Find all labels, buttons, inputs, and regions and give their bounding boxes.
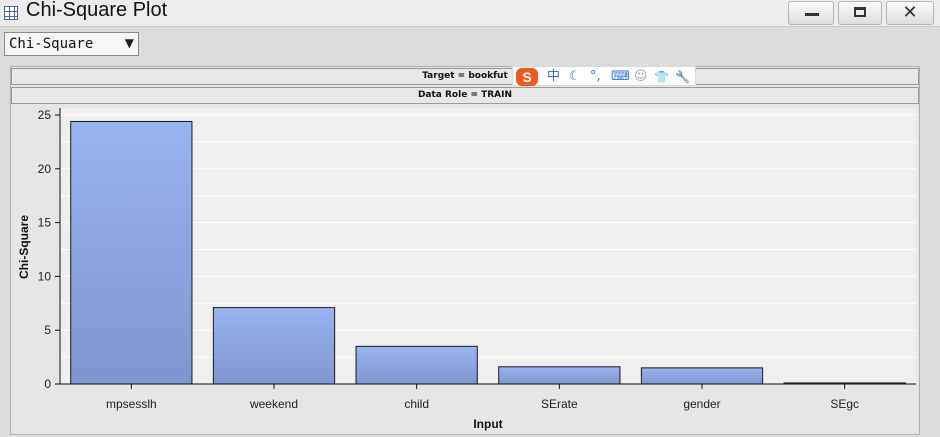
data-role-strip: Data Role = TRAIN bbox=[11, 87, 919, 104]
statistic-select-value: Chi-Square bbox=[9, 36, 94, 52]
ime-logo-icon[interactable]: S bbox=[516, 68, 538, 86]
bar-child[interactable] bbox=[355, 345, 478, 385]
half-width-icon[interactable]: ☾ bbox=[569, 69, 581, 84]
bar-mpsesslh[interactable] bbox=[70, 120, 193, 385]
x-tick-label: mpsesslh bbox=[106, 397, 157, 411]
wrench-icon[interactable]: 🔧 bbox=[675, 70, 690, 84]
minimize-button[interactable] bbox=[788, 1, 834, 25]
maximize-button[interactable] bbox=[838, 1, 882, 25]
y-tick-label: 0 bbox=[44, 377, 51, 391]
y-tick-label: 20 bbox=[38, 162, 52, 176]
title-bar: Chi-Square Plot ✕ bbox=[0, 0, 940, 27]
x-tick-label: child bbox=[404, 397, 429, 411]
bar-serate[interactable] bbox=[498, 366, 621, 385]
close-button[interactable]: ✕ bbox=[886, 1, 934, 25]
grid-lines bbox=[60, 114, 916, 358]
skin-icon[interactable]: 👕 bbox=[654, 70, 669, 84]
user-icon[interactable]: ☺ bbox=[634, 69, 648, 84]
x-tick-label: SErate bbox=[541, 397, 578, 411]
plot-area bbox=[60, 108, 916, 384]
x-tick-label: SEgc bbox=[830, 397, 859, 411]
ime-toolbar[interactable]: S 中 ☾ °, ⌨ ☺ 👕 🔧 bbox=[512, 66, 696, 86]
grid-icon bbox=[4, 6, 18, 20]
statistic-select[interactable]: Chi-Square ▼ bbox=[4, 32, 139, 56]
minimize-icon bbox=[805, 13, 819, 16]
bar-weekend[interactable] bbox=[212, 307, 336, 385]
x-axis-label: Input bbox=[473, 417, 502, 431]
x-tick-label: gender bbox=[683, 397, 720, 411]
close-icon: ✕ bbox=[902, 2, 918, 23]
y-axis-label: Chi-Square bbox=[17, 215, 31, 279]
punctuation-icon[interactable]: °, bbox=[590, 69, 601, 84]
bar-gender[interactable] bbox=[640, 367, 764, 385]
chinese-mode-icon[interactable]: 中 bbox=[547, 69, 561, 84]
keyboard-icon[interactable]: ⌨ bbox=[611, 69, 630, 84]
y-tick-label: 25 bbox=[38, 108, 52, 122]
y-tick-label: 5 bbox=[44, 323, 51, 337]
chevron-down-icon: ▼ bbox=[124, 36, 134, 50]
y-tick-label: 10 bbox=[38, 269, 52, 283]
y-tick-label: 15 bbox=[38, 216, 52, 230]
maximize-icon bbox=[854, 7, 866, 17]
x-tick-label: weekend bbox=[249, 397, 298, 411]
window-title: Chi-Square Plot bbox=[26, 0, 168, 21]
axes: mpsesslh weekend child SErate gender SEgc 0 5 10… bbox=[38, 108, 916, 411]
